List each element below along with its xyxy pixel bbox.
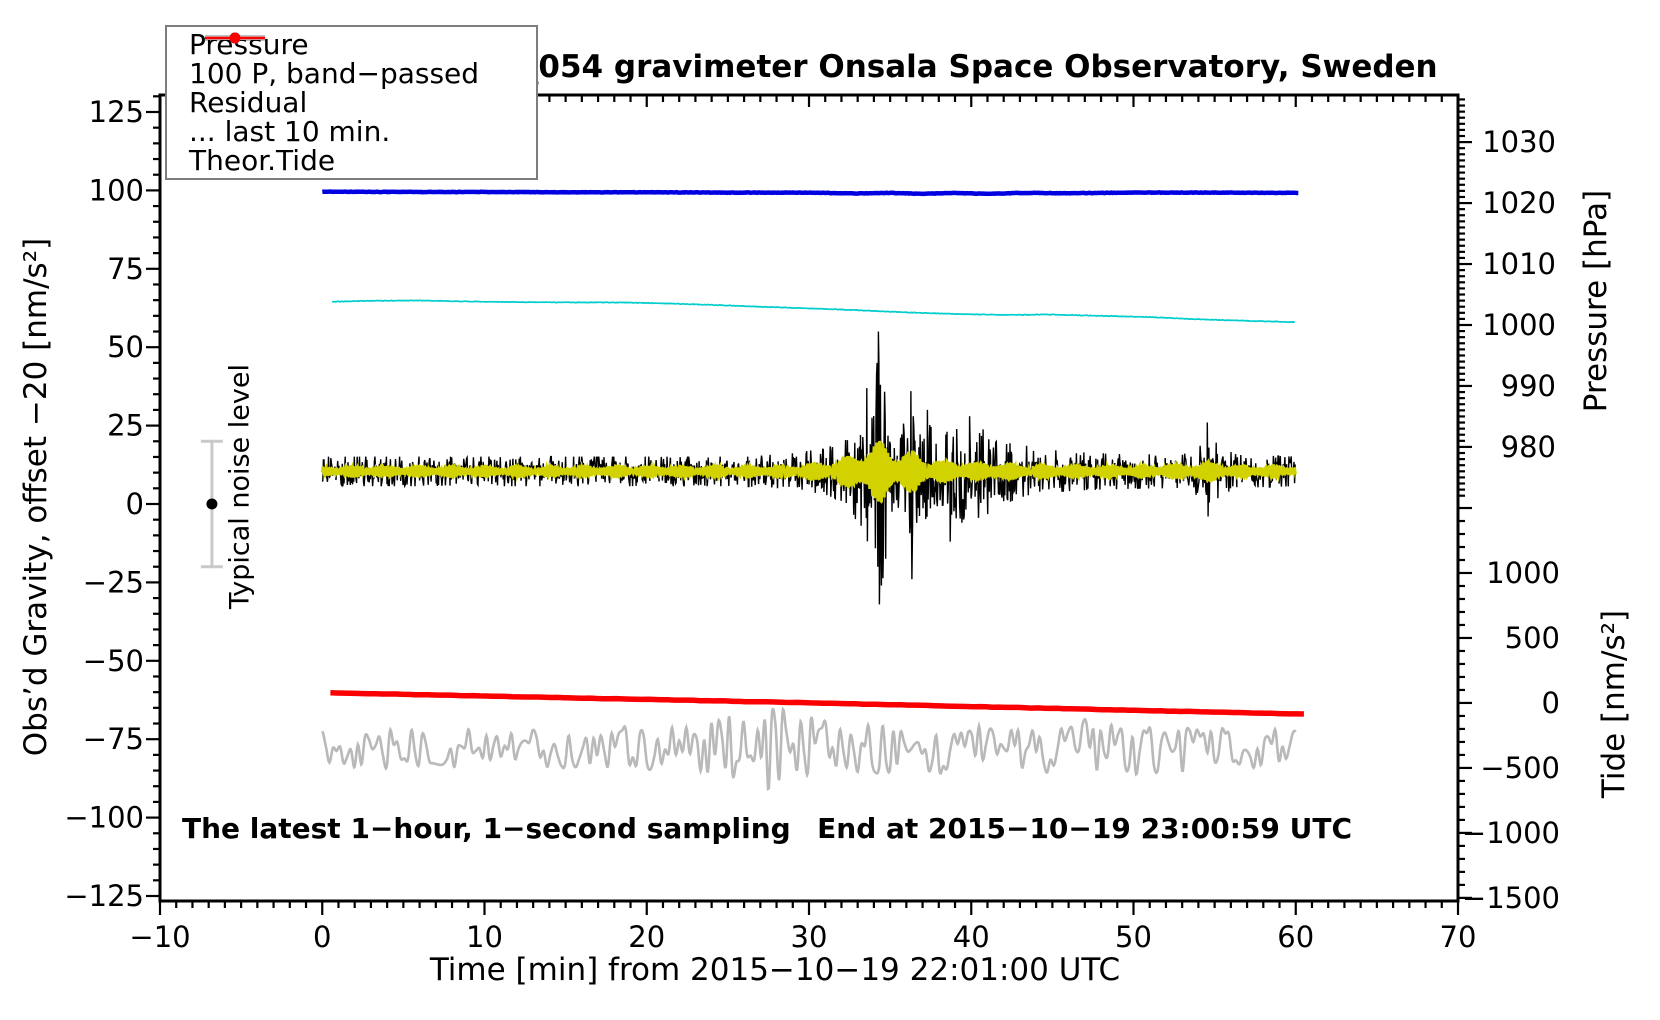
legend-label: Pressure	[189, 27, 309, 61]
legend-label: ... last 10 min.	[189, 114, 391, 148]
legend-item-band-passed: 100 P, band−passed	[167, 32, 536, 90]
legend-label: Theor.Tide	[189, 143, 336, 177]
svg-text:−50: −50	[83, 644, 144, 678]
svg-text:−25: −25	[83, 565, 144, 599]
svg-text:100: 100	[89, 173, 144, 207]
legend-item-theor-tide: Theor.Tide	[167, 32, 536, 177]
svg-text:75: 75	[107, 252, 144, 286]
legend-label: 100 P, band−passed	[189, 56, 480, 90]
svg-text:500: 500	[1505, 621, 1560, 655]
svg-text:10: 10	[466, 920, 503, 954]
svg-text:−1000: −1000	[1462, 816, 1560, 850]
svg-text:−500: −500	[1480, 751, 1560, 785]
svg-text:20: 20	[628, 920, 665, 954]
svg-text:1030: 1030	[1482, 125, 1556, 159]
x-axis-title: Time [min] from 2015−10−19 22:01:00 UTC	[429, 952, 1121, 988]
legend-label: Residual	[189, 85, 308, 119]
svg-text:−1500: −1500	[1462, 881, 1560, 915]
end-time-note: End at 2015−10−19 23:00:59 UTC	[817, 812, 1352, 845]
legend-item-last-10-min: ... last 10 min.	[167, 36, 536, 148]
svg-text:0: 0	[1542, 686, 1560, 720]
svg-text:−10: −10	[129, 920, 190, 954]
svg-text:1000: 1000	[1482, 308, 1556, 342]
svg-text:−100: −100	[64, 801, 144, 835]
svg-text:1000: 1000	[1486, 556, 1560, 590]
svg-text:40: 40	[953, 920, 990, 954]
sampling-note: The latest 1−hour, 1−second sampling	[182, 812, 791, 845]
svg-text:1010: 1010	[1482, 247, 1556, 281]
svg-text:0: 0	[126, 487, 144, 521]
svg-text:−75: −75	[83, 722, 144, 756]
legend-box: Pressure 100 P, band−passed Residual ...…	[165, 25, 538, 180]
chart-title: SCG_054 gravimeter Onsala Space Observat…	[452, 49, 1438, 85]
svg-text:0: 0	[313, 920, 331, 954]
tide-axis-title: Tide [nm/s²]	[1596, 609, 1632, 799]
svg-text:50: 50	[1115, 920, 1152, 954]
svg-text:125: 125	[89, 95, 144, 129]
svg-text:−125: −125	[64, 879, 144, 913]
svg-text:50: 50	[107, 330, 144, 364]
svg-text:1020: 1020	[1482, 186, 1556, 220]
svg-text:980: 980	[1501, 430, 1556, 464]
left-axis-title: Obs’d Gravity, offset −20 [nm/s²]	[18, 237, 54, 757]
typical-noise-level-label: Typical noise level	[224, 364, 256, 609]
svg-text:60: 60	[1277, 920, 1314, 954]
svg-text:70: 70	[1440, 920, 1477, 954]
theor-tide-line-sample	[205, 32, 265, 44]
legend-item-residual: Residual	[167, 35, 536, 119]
svg-text:25: 25	[107, 409, 144, 443]
svg-text:30: 30	[791, 920, 828, 954]
svg-text:990: 990	[1501, 369, 1556, 403]
